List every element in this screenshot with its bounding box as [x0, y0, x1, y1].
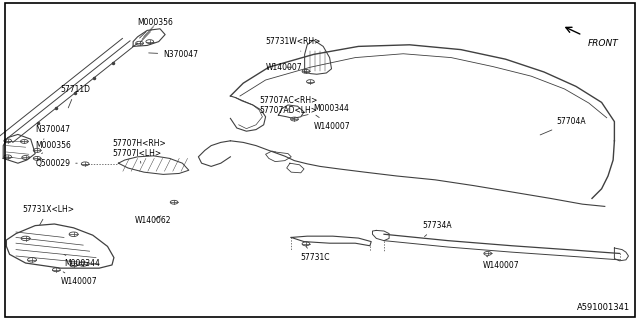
Text: 57731C: 57731C — [301, 246, 330, 262]
Text: 57704A: 57704A — [540, 117, 586, 135]
Text: FRONT: FRONT — [588, 39, 618, 48]
Text: A591001341: A591001341 — [577, 303, 630, 312]
Text: W140007: W140007 — [266, 63, 302, 72]
Text: 57734A: 57734A — [422, 221, 452, 236]
Text: 57731W<RH>: 57731W<RH> — [266, 37, 321, 51]
Text: 57707H<RH>
57707I<LH>: 57707H<RH> 57707I<LH> — [112, 139, 166, 163]
Text: W140007: W140007 — [61, 272, 97, 286]
Text: W140062: W140062 — [134, 216, 171, 225]
Text: N370047: N370047 — [148, 50, 198, 59]
Text: 57707AC<RH>
57707AD<LH>: 57707AC<RH> 57707AD<LH> — [259, 96, 317, 115]
Text: 57731X<LH>: 57731X<LH> — [22, 205, 74, 225]
Text: M000344: M000344 — [64, 254, 100, 268]
Text: N370047: N370047 — [35, 125, 70, 140]
Text: 57711D: 57711D — [61, 85, 91, 108]
Text: W140007: W140007 — [314, 115, 350, 131]
Text: Q500029: Q500029 — [35, 159, 77, 168]
Text: W140007: W140007 — [483, 256, 520, 270]
Text: M000356: M000356 — [35, 141, 71, 154]
Text: M000356: M000356 — [138, 18, 173, 38]
Text: M000344: M000344 — [301, 104, 349, 116]
